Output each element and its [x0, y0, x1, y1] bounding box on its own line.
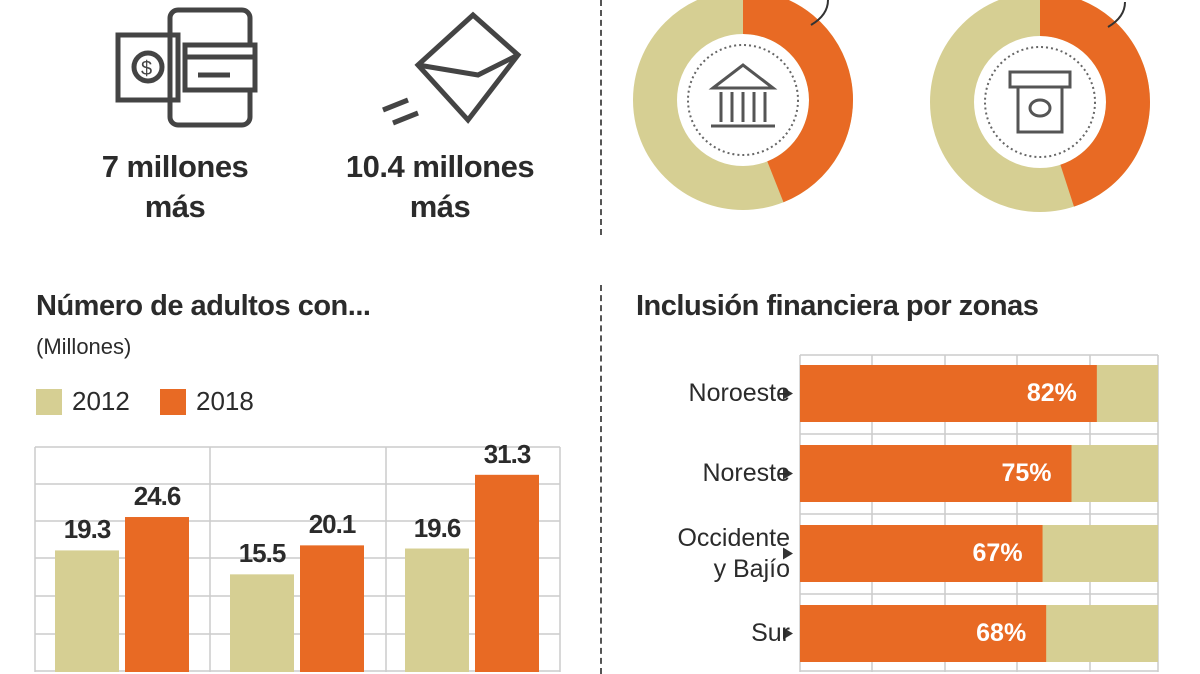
bar-2018 [300, 545, 364, 672]
chart-title: Inclusión financiera por zonas [636, 290, 1039, 322]
bar-2012 [230, 574, 294, 672]
bar-value-label: 31.3 [483, 438, 532, 469]
arrow-icon [783, 627, 793, 640]
chart-title: Número de adultos con... [36, 290, 371, 322]
bar-2012 [55, 550, 119, 672]
bar-value-label: 20.1 [308, 509, 357, 540]
chart-subtitle: (Millones) [36, 334, 132, 359]
atm-icon [1008, 70, 1072, 134]
bar-value [800, 525, 1043, 582]
stat-adults-1: 7 millones más [101, 149, 249, 224]
bar-2018 [475, 474, 539, 672]
legend-2018: 2018 [160, 386, 254, 417]
bar-percent-label: 75% [1001, 459, 1052, 487]
legend-label: 2012 [72, 386, 130, 416]
arrow-icon [783, 387, 793, 400]
bar-value [800, 365, 1097, 422]
svg-text:$: $ [141, 58, 152, 80]
bar-value [800, 605, 1047, 662]
bar-percent-label: 68% [976, 619, 1027, 647]
bar-value-label: 19.3 [63, 514, 112, 545]
bar-value-label: 24.6 [133, 481, 182, 512]
legend-2012: 2012 [36, 386, 130, 417]
bar-2018 [125, 517, 189, 672]
zone-label: Noreste [702, 459, 790, 487]
bar-percent-label: 67% [972, 539, 1023, 567]
stat-adults-2: 10.4 millones más [345, 149, 535, 224]
donut-slice [742, 0, 853, 203]
bar-2012 [405, 548, 469, 672]
zone-label: Occidente y Bajío [677, 523, 790, 583]
legend-swatch [160, 388, 186, 415]
bar-value [800, 445, 1072, 502]
legend-swatch [36, 388, 62, 415]
divider [600, 0, 602, 235]
divider [600, 285, 602, 674]
bar-percent-label: 82% [1026, 379, 1077, 407]
arrow-icon [783, 547, 793, 560]
bar-value-label: 19.6 [413, 512, 462, 543]
arrow-icon [783, 467, 793, 480]
donut-slice [1039, 0, 1150, 207]
legend-label: 2018 [196, 386, 254, 416]
bank-icon [708, 63, 778, 128]
zone-label: Noroeste [688, 379, 790, 407]
envelope-icon [382, 11, 522, 126]
callout-line [810, 0, 829, 26]
donut-center [984, 46, 1096, 158]
bar-chart-adults [34, 446, 561, 672]
mobile-payment-icon: $ [115, 7, 258, 128]
callout-line [1107, 1, 1126, 28]
bar-value-label: 15.5 [238, 538, 287, 569]
zone-label: Sur [751, 619, 790, 647]
donut-charts [633, 0, 1150, 212]
